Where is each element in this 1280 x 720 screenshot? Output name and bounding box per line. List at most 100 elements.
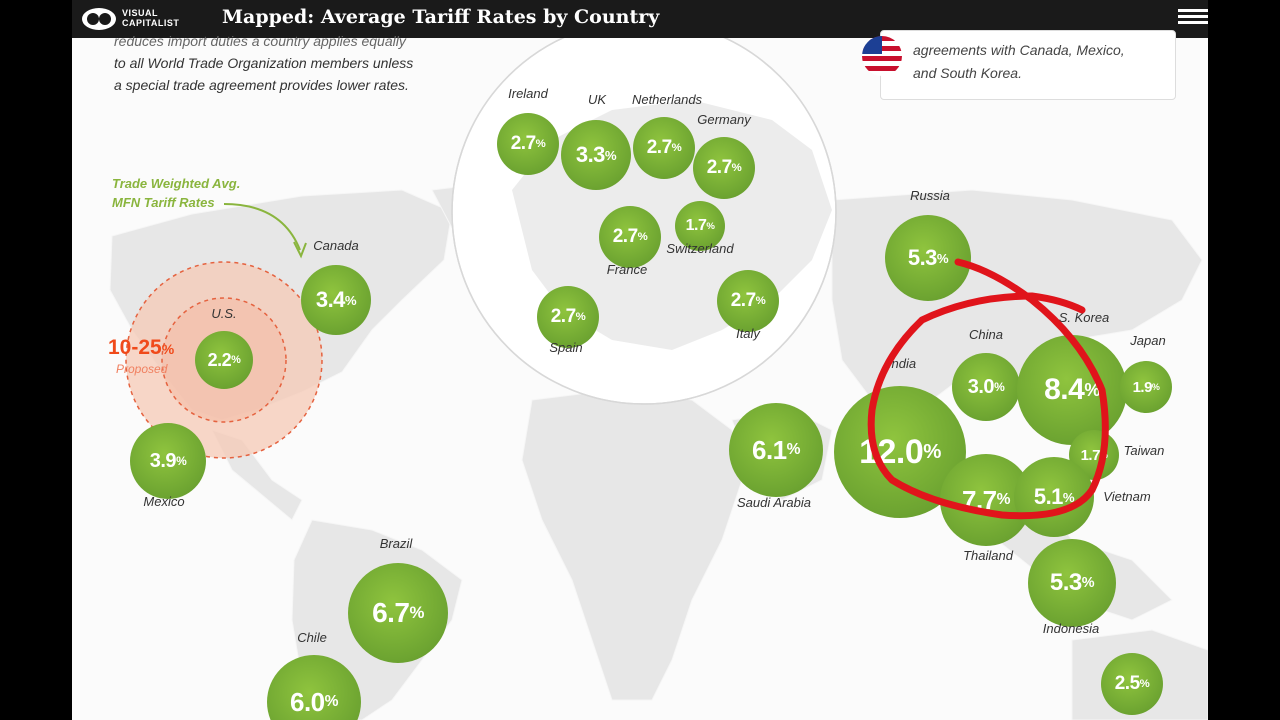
proposed-pct: % [161,341,175,357]
bubble-pct: % [324,693,339,710]
bubble-pct: % [604,147,617,163]
bubble-vietnam: 5.1% [1014,457,1094,537]
us-proposed-label: Proposed [116,362,168,376]
annotation-label: Trade Weighted Avg. MFN Tariff Rates [112,174,240,212]
intro-line: to all World Trade Organization members … [114,55,414,71]
bubble-thailand: 7.7% [940,454,1032,546]
country-label: Brazil [379,536,413,551]
us-note-box: agreements with Canada, Mexico, and Sout… [880,30,1176,100]
us-proposed-value: 10-25% [108,336,174,360]
annotation-line-2: MFN Tariff Rates [112,195,215,210]
bubble-japan: 1.9% [1120,361,1172,413]
bubble-russia: 5.3% [885,215,971,301]
country-label: Spain [549,340,583,355]
bubble-spain: 2.7% [537,286,599,348]
bubble-value: 2.7 [646,137,672,158]
logo-line-1: VISUAL [122,8,159,18]
bubble-pct: % [671,142,682,154]
bubble-value: 5.1 [1033,484,1064,509]
bubble-value: 3.9 [149,449,177,472]
country-label: Indonesia [1042,621,1100,636]
country-label: Saudi Arabia [737,495,811,510]
bubble-pct: % [1081,575,1095,591]
bubble-france: 2.7% [599,206,661,268]
note-text: agreements with Canada, Mexico, and Sout… [913,39,1168,85]
bubble-value: 2.7 [730,290,756,311]
logo-line-2: CAPITALIST [122,18,180,28]
country-label: Canada [313,238,359,253]
bubble-pct: % [1151,382,1160,392]
country-label: S. Korea [1058,310,1110,325]
infographic-frame: VISUAL CAPITALIST Mapped: Average Tariff… [72,0,1208,720]
bubble-value: 3.4 [315,287,346,312]
bubble-value: 1.7 [1080,446,1101,464]
page-title: Mapped: Average Tariff Rates by Country [222,6,660,28]
bubble-value: 2.2 [207,349,232,370]
bubble-pct: % [409,603,425,622]
bubble-pct: % [786,441,801,458]
bubble-pct: % [535,138,546,150]
bubble-u-s: 2.2% [195,331,253,389]
bubble-netherlands: 2.7% [633,117,695,179]
country-label: Switzerland [666,241,734,256]
bubble-value: 1.9 [1132,378,1153,396]
bubble-switzerland: 1.7% [675,201,725,251]
country-label: India [887,356,917,371]
country-label: Thailand [963,548,1013,563]
country-label: Mexico [143,494,185,509]
bubble-mexico: 3.9% [130,423,206,499]
bubble-australia: 2.5% [1101,653,1163,715]
bubble-value: 6.1 [751,434,787,465]
country-label: UK [587,92,607,107]
bubble-pct: % [936,250,949,266]
country-label: France [606,262,648,277]
country-label: Italy [736,326,760,341]
bubble-value: 2.7 [550,306,576,327]
bubble-canada: 3.4% [301,265,371,335]
country-label: U.S. [211,306,237,321]
intro-text: reduces import duties a country applies … [114,30,454,96]
note-line: agreements with Canada, Mexico, [913,42,1125,58]
us-flag-icon [862,36,902,76]
annotation-line-1: Trade Weighted Avg. [112,176,241,191]
bubble-pct: % [994,380,1005,394]
bubble-pct: % [575,311,586,323]
country-label: China [969,327,1003,342]
africa-land [521,389,743,701]
bubble-value: 3.3 [575,142,606,167]
proposed-number: 10-25 [108,336,162,359]
visual-capitalist-logo-icon[interactable] [80,6,118,32]
bubble-pct: % [1139,678,1150,690]
annotation-arrow [223,203,301,251]
bubble-pct: % [996,491,1011,508]
bubble-pct: % [176,454,187,468]
bubble-value: 6.0 [289,686,325,717]
bubble-value: 5.3 [1049,569,1082,596]
country-label: Netherlands [631,92,703,107]
country-label: Vietnam [1103,489,1151,504]
bubble-value: 2.7 [612,226,638,247]
bubble-value: 2.7 [510,133,536,154]
intro-line: reduces import duties a country applies … [114,33,406,49]
bubble-indonesia: 5.3% [1028,539,1116,627]
bubble-pct: % [706,220,715,232]
bubble-saudi-arabia: 6.1% [729,403,823,497]
bubble-value: 3.0 [967,375,995,398]
bubble-value: 6.7 [372,597,410,628]
country-label: Japan [1130,333,1166,348]
bubble-germany: 2.7% [693,137,755,199]
bubble-pct: % [731,162,742,174]
bubble-brazil: 6.7% [348,563,448,663]
intro-line: a special trade agreement provides lower… [114,77,409,93]
bubble-value: 2.5 [1114,673,1140,694]
country-label: Ireland [508,86,548,101]
bubble-pct: % [637,231,648,243]
note-line: and South Korea. [913,65,1022,81]
bubble-pct: % [923,440,941,463]
bubble-value: 8.4 [1044,373,1085,406]
red-scribble-annotation [867,258,1109,520]
country-label: Taiwan [1123,443,1165,458]
logo-text[interactable]: VISUAL CAPITALIST [122,8,179,28]
hamburger-menu-icon[interactable] [1178,6,1208,30]
bubble-value: 1.7 [685,217,707,234]
